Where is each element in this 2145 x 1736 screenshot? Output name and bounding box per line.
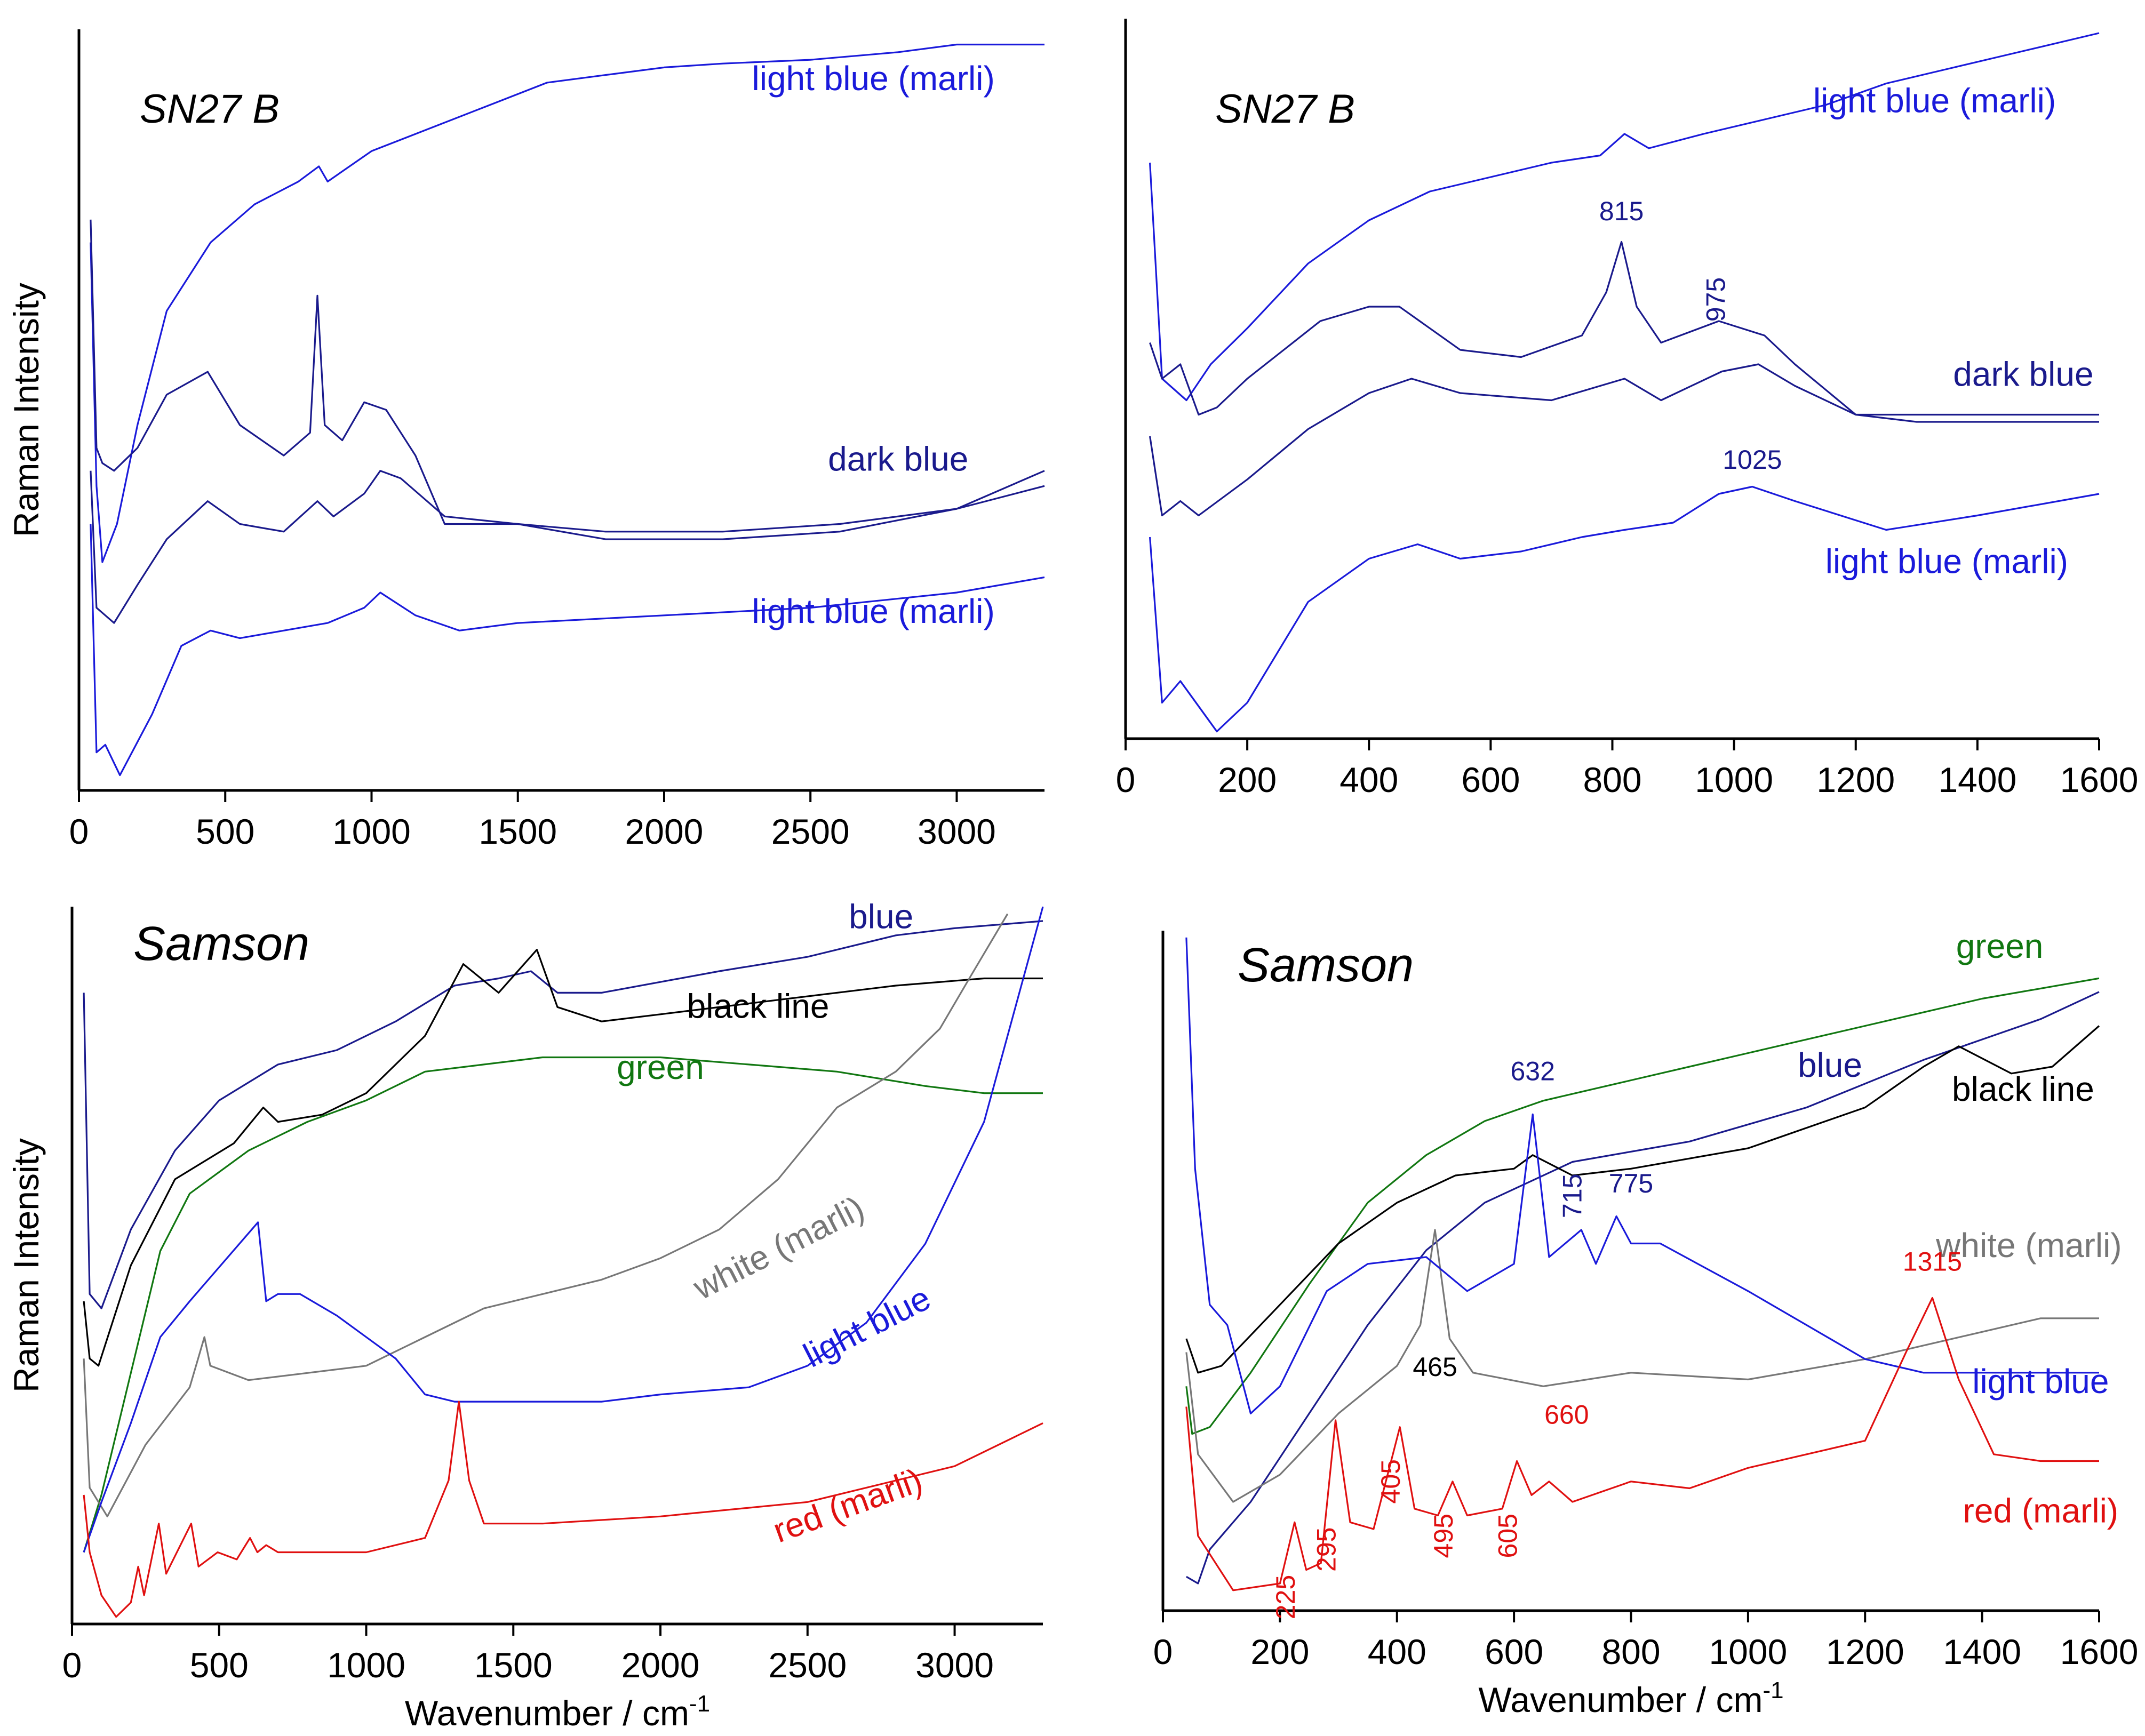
series-label-light-blue: light blue <box>1972 1362 2109 1401</box>
peak-annotation: 465 <box>1413 1352 1457 1382</box>
x-tick-label: 600 <box>1461 760 1520 799</box>
series-label-dark-blue: dark blue <box>1953 355 2093 394</box>
x-tick-label: 0 <box>62 1645 82 1685</box>
series-label-light-blue: light blue <box>798 1278 937 1374</box>
series-label-light-blue-marli: light blue (marli) <box>752 59 995 98</box>
x-tick-label: 0 <box>1116 760 1136 799</box>
series-line-light-blue-marli <box>1149 485 2100 733</box>
peak-annotation: 975 <box>1701 277 1731 322</box>
chart-panel-p1: 0 500 1000 1500 2000 2500 3000 SN27 B Raman Inte… <box>6 29 1045 851</box>
series-label-black-line: black line <box>687 987 830 1025</box>
x-axis-title: Wavenumber / cm-1 <box>1478 1677 1783 1719</box>
series-label-green: green <box>617 1048 704 1086</box>
sample-name: Samson <box>133 917 309 971</box>
x-tick-label: 1000 <box>327 1645 405 1685</box>
series-label-blue: blue <box>849 897 913 935</box>
peak-annotation: 295 <box>1312 1527 1342 1572</box>
peak-annotation: 632 <box>1511 1057 1555 1086</box>
series-label-light-blue-marli: light blue (marli) <box>752 592 995 630</box>
series-label-blue: blue <box>1798 1046 1862 1084</box>
series-line-black-line <box>1185 1025 2100 1374</box>
sample-name: SN27 B <box>140 86 280 132</box>
x-tick-label: 0 <box>1153 1632 1173 1671</box>
x-tick-label: 1500 <box>479 812 557 851</box>
sample-name: Samson <box>1238 939 1414 992</box>
series-label-light-blue-marli: light blue (marli) <box>1813 82 2056 120</box>
series-line-dark-blue <box>90 219 1045 540</box>
series-line-light-blue <box>1185 937 2099 1414</box>
series-line-black-line <box>83 949 1043 1367</box>
x-tick-label: 2000 <box>621 1645 700 1685</box>
y-axis-title: Raman Intensity <box>6 283 46 537</box>
series-label-green: green <box>1956 927 2044 965</box>
x-tick-label: 1400 <box>1938 760 2016 799</box>
series-label-light-blue-marli: light blue (marli) <box>1825 542 2068 581</box>
x-tick-label: 200 <box>1218 760 1277 799</box>
series-line-light-blue <box>83 906 1044 1553</box>
peak-annotation: 815 <box>1599 196 1644 226</box>
series-line-blue <box>83 920 1043 1309</box>
x-tick-label: 1000 <box>1709 1632 1787 1671</box>
peak-annotation: 405 <box>1376 1459 1406 1503</box>
chart-panel-p3: 0 500 1000 1500 2000 2500 3000 Samson Raman Inte… <box>6 897 1044 1733</box>
peak-annotation: 1315 <box>1903 1247 1962 1277</box>
x-tick-label: 500 <box>190 1645 249 1685</box>
x-tick-label: 1200 <box>1816 760 1895 799</box>
series-line-dark-blue <box>1149 241 2099 416</box>
sample-name: SN27 B <box>1215 86 1355 132</box>
x-tick-label: 3000 <box>918 812 996 851</box>
peak-annotation: 1025 <box>1723 445 1782 475</box>
series-line-light-blue-marli <box>1149 32 2100 402</box>
series-label-red-marli: red (marli) <box>1963 1491 2119 1530</box>
series-line-green <box>1185 977 2100 1435</box>
x-tick-label: 1000 <box>1695 760 1773 799</box>
series-line-light-blue-marli <box>90 524 1045 777</box>
series-label-dark-blue: dark blue <box>828 440 968 478</box>
series-line-red-marli <box>83 1401 1043 1618</box>
chart-panel-p2: 0 200 400 600 800 1000 1200 1400 1600 SN27 B light… <box>1116 19 2139 799</box>
x-tick-label: 400 <box>1339 760 1398 799</box>
y-axis-title: Raman Intensity <box>6 1138 46 1393</box>
series-line-green <box>83 1056 1043 1553</box>
series-line-blue <box>1186 991 2100 1585</box>
x-tick-label: 2500 <box>768 1645 847 1685</box>
series-label-white-marli: white (marli) <box>687 1188 870 1307</box>
x-tick-label: 1000 <box>332 812 411 851</box>
x-tick-label: 2500 <box>771 812 850 851</box>
peak-annotation: 660 <box>1544 1399 1589 1429</box>
x-tick-label: 2000 <box>625 812 704 851</box>
x-tick-label: 500 <box>196 812 254 851</box>
series-line-white-marli <box>1185 1229 2099 1503</box>
x-tick-label: 800 <box>1601 1632 1660 1671</box>
x-tick-label: 0 <box>69 812 89 851</box>
x-axis-title: Wavenumber / cm-1 <box>405 1691 710 1733</box>
x-tick-label: 3000 <box>915 1645 994 1685</box>
x-tick-label: 1400 <box>1943 1632 2021 1671</box>
series-line-white-marli <box>83 913 1009 1517</box>
x-axis-title-sup: -1 <box>689 1691 710 1717</box>
x-tick-label: 400 <box>1368 1632 1426 1671</box>
x-axis-title-sup: -1 <box>1763 1677 1783 1703</box>
series-label-red-marli: red (marli) <box>768 1461 928 1550</box>
series-line-red-marli <box>1185 1297 2099 1591</box>
series-line-dark-blue-2 <box>1149 363 2099 517</box>
x-tick-label: 1600 <box>2060 1632 2139 1671</box>
x-tick-label: 1200 <box>1826 1632 1904 1671</box>
peak-annotation: 605 <box>1493 1514 1523 1558</box>
peak-annotation: 225 <box>1271 1575 1301 1619</box>
chart-panel-p4: 0 200 400 600 800 1000 1200 1400 1600 Samson Waven… <box>1153 927 2139 1719</box>
x-tick-label: 200 <box>1250 1632 1309 1671</box>
series-label-black-line: black line <box>1952 1070 2094 1108</box>
series-line-light-blue-marli <box>90 43 1044 563</box>
x-tick-label: 800 <box>1583 760 1641 799</box>
x-tick-label: 1600 <box>2060 760 2139 799</box>
peak-annotation: 495 <box>1429 1514 1458 1558</box>
x-tick-label: 1500 <box>474 1645 553 1685</box>
series-label-white-marli: white (marli) <box>1935 1226 2122 1265</box>
peak-annotation: 775 <box>1609 1169 1653 1198</box>
series-line-dark-blue-2 <box>90 470 1045 624</box>
peak-annotation: 715 <box>1557 1174 1587 1218</box>
x-tick-label: 600 <box>1485 1632 1543 1671</box>
